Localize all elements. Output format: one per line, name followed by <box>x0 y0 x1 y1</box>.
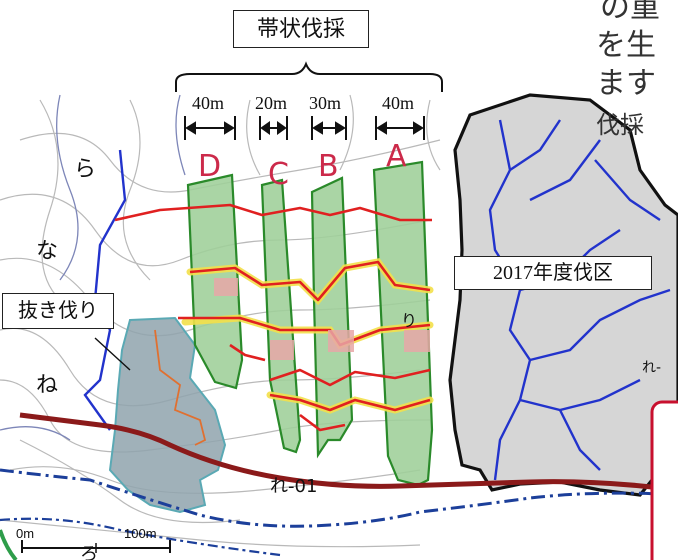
selective-inner-route <box>154 329 207 446</box>
landing-sites <box>214 278 430 360</box>
selective-cut-area <box>108 316 227 514</box>
place-label-ra: ら <box>74 157 96 182</box>
place-labels: ら な ね り れ-01 れ- ろ <box>36 157 661 560</box>
selective-leader-line <box>94 337 131 371</box>
scale-bar: 0m 100m <box>16 526 171 553</box>
body-text-line-2: を生 <box>596 28 656 63</box>
selective-cut-label-box: 抜き伐り <box>2 293 114 329</box>
scale-label-left: 0m <box>16 526 34 541</box>
selective-cut-label: 抜き伐り <box>18 300 98 322</box>
strip-cut-title-box: 帯状伐採 <box>233 10 369 48</box>
strip-letters: D C B A <box>198 139 407 192</box>
strip-group-brace <box>175 61 443 92</box>
width-indicators <box>184 116 425 140</box>
width-label-b: 30m <box>309 93 341 113</box>
corner-arc <box>0 529 18 560</box>
width-labels: 40m 20m 30m 40m <box>192 93 414 113</box>
minor-streams <box>0 94 186 441</box>
zone-2017-label: 2017年度伐区 <box>493 262 613 284</box>
body-text-line-4: 伐採 <box>596 111 644 139</box>
place-label-ne: ね <box>36 373 58 398</box>
place-label-re-right: れ- <box>642 360 661 376</box>
callout-box <box>650 400 678 560</box>
boundary-line-lower <box>0 517 281 557</box>
width-label-a: 40m <box>382 93 414 113</box>
place-label-re01: れ-01 <box>270 476 317 497</box>
strip-letter-a: A <box>386 139 407 174</box>
body-text-line-1: の重 <box>600 0 660 25</box>
body-text-line-3: ます <box>596 66 656 101</box>
strip-letter-c: C <box>268 157 289 192</box>
zone-2017-label-box: 2017年度伐区 <box>454 256 652 290</box>
place-label-ri: り <box>401 311 417 330</box>
strip-road-network <box>114 203 432 432</box>
strip-b <box>310 176 354 459</box>
scale-label-right: 100m <box>124 526 157 541</box>
place-label-ro: ろ <box>80 544 98 560</box>
main-road <box>19 412 678 493</box>
contour-lines <box>0 94 441 548</box>
strip-letter-b: B <box>318 149 339 184</box>
boundary-line <box>0 468 678 528</box>
strip-letter-d: D <box>198 149 221 184</box>
width-label-c: 20m <box>255 93 287 113</box>
strip-cut-title: 帯状伐採 <box>256 16 345 41</box>
place-label-na: な <box>36 239 58 264</box>
width-label-d: 40m <box>192 93 224 113</box>
